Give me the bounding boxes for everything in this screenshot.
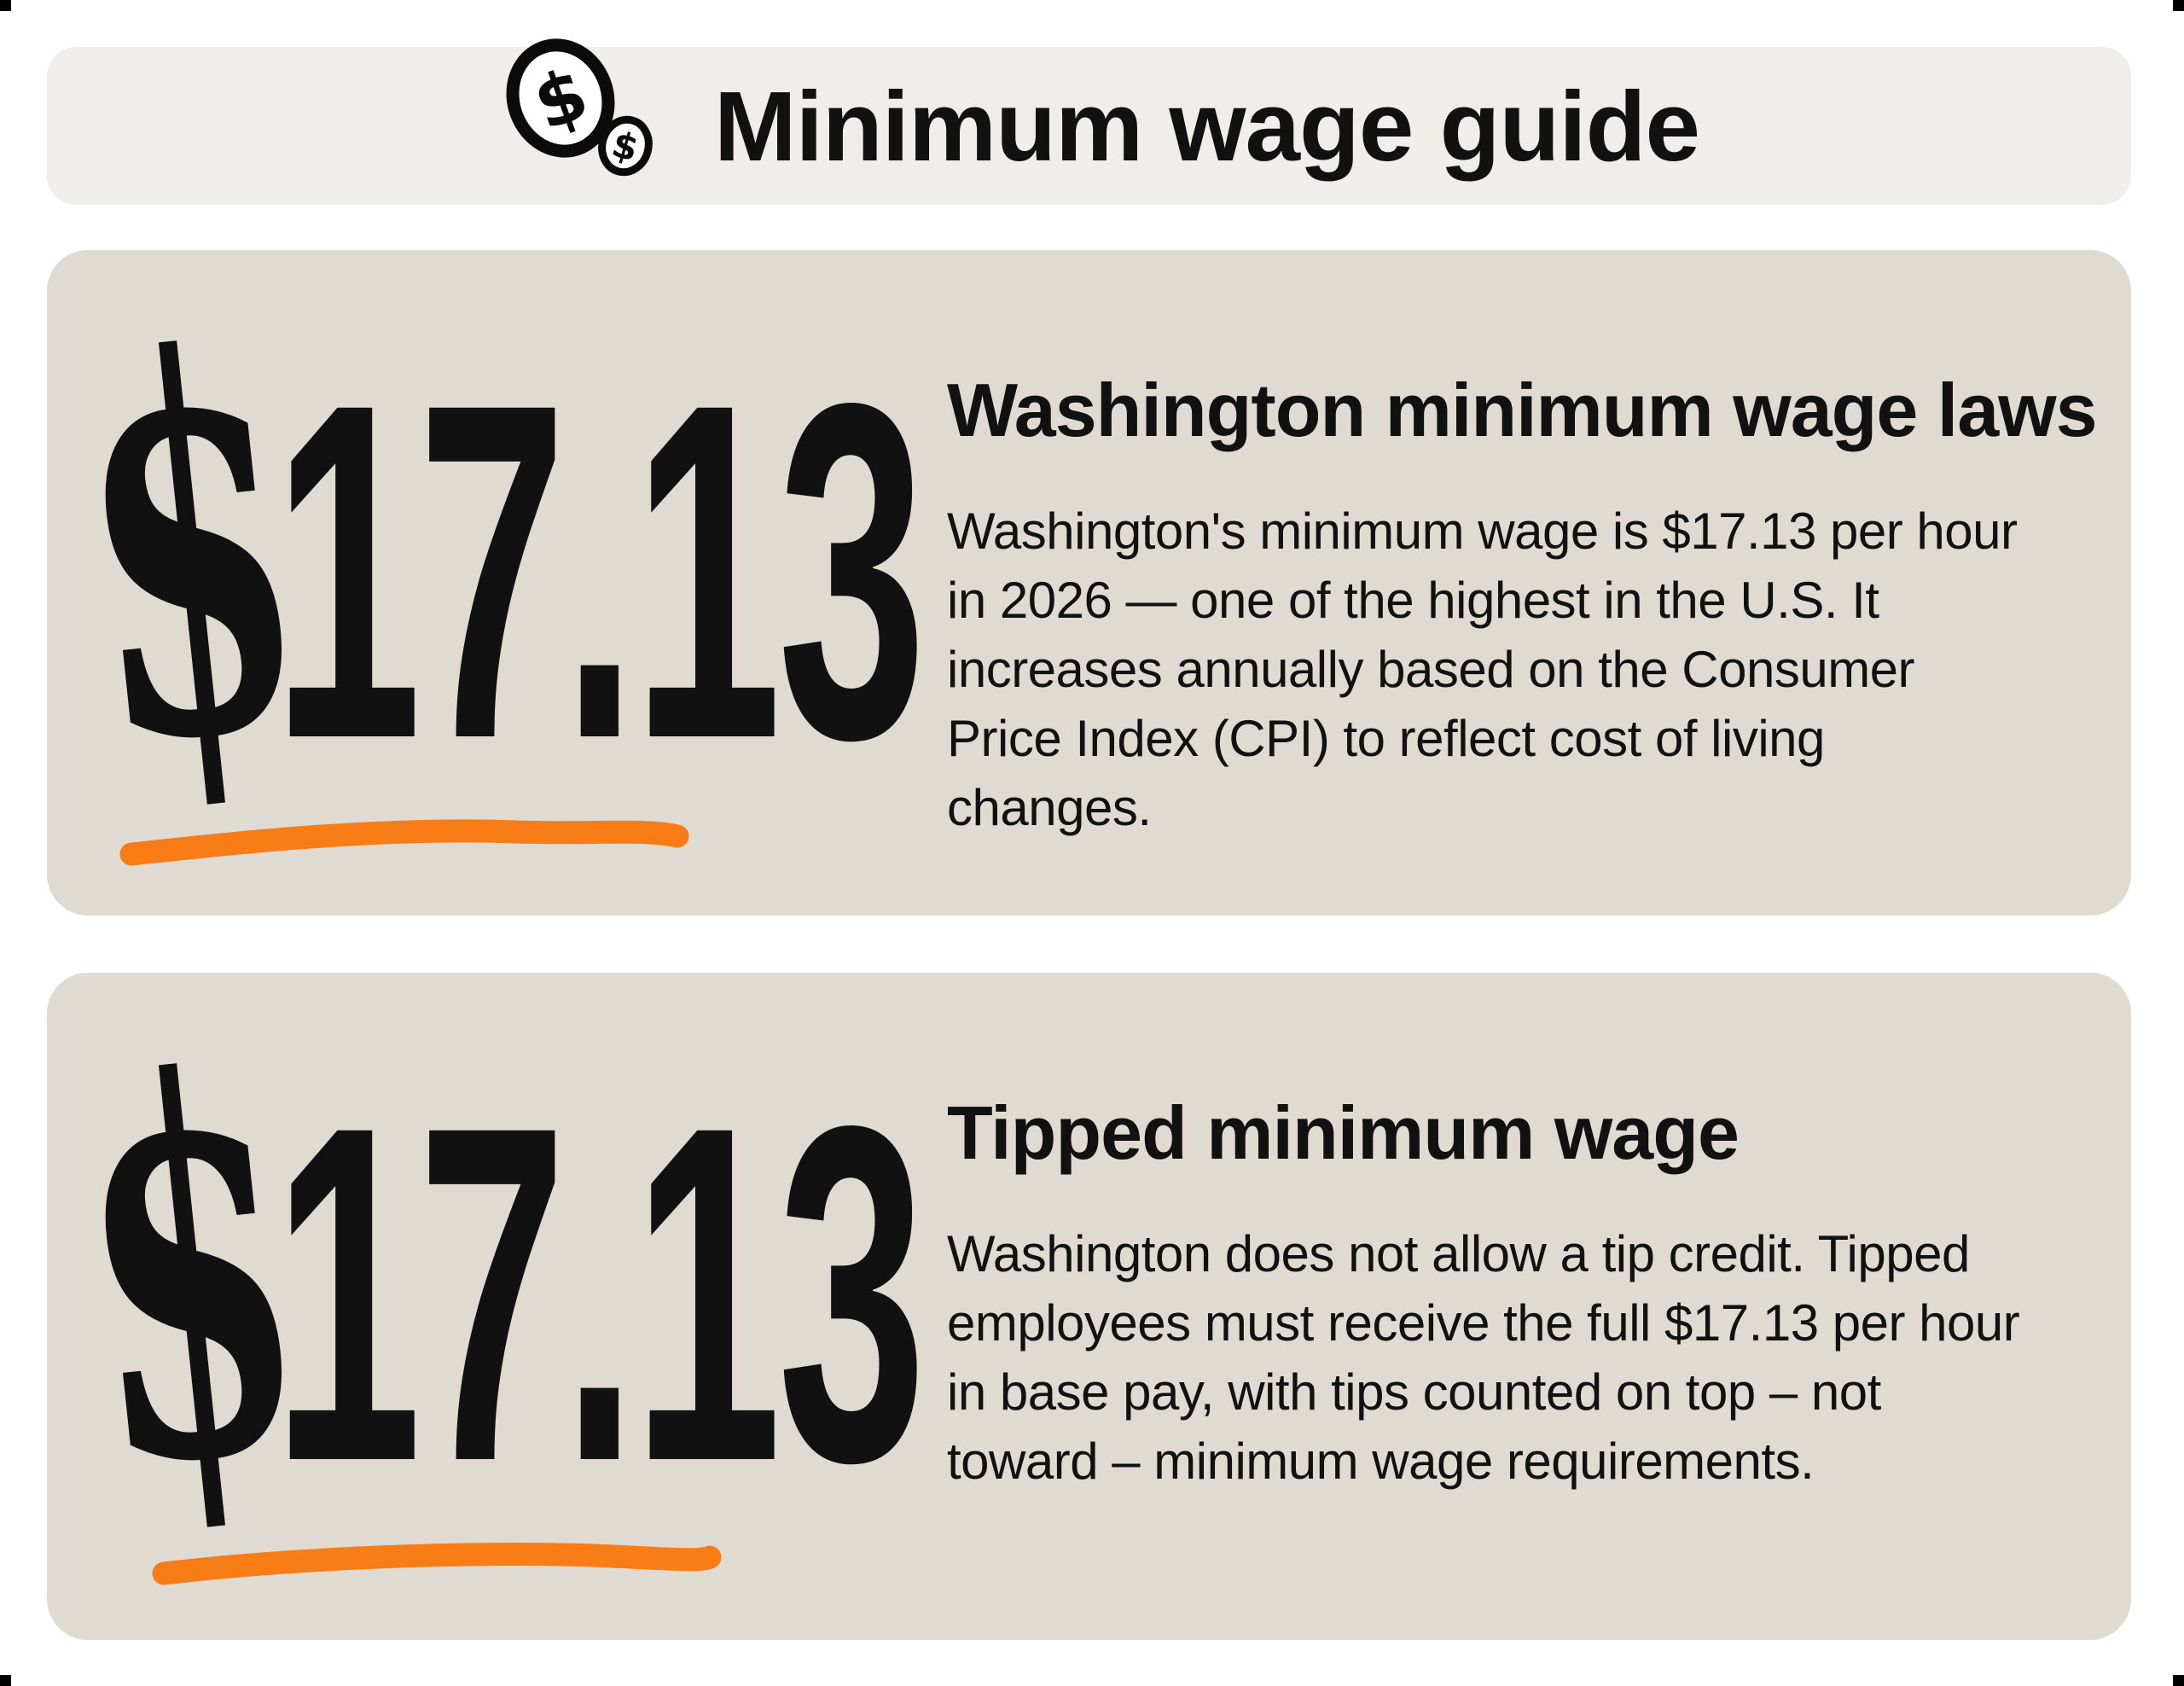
- card-body: Washington does not allow a tip credit. …: [947, 1219, 2059, 1496]
- body-line: Washington does not allow a tip credit. …: [947, 1224, 1970, 1282]
- dollar-coins-icon: $ $: [506, 38, 653, 176]
- body-line: Price Index (CPI) to reflect cost of liv…: [947, 709, 1825, 767]
- orange-underline: [152, 1543, 722, 1585]
- header: $ $ Minimum wage guide: [47, 38, 2131, 205]
- body-line: increases annually based on the Consumer: [947, 640, 1915, 698]
- corner-mark-top-left: [0, 0, 11, 11]
- card-state-minimum-wage: $17.13 Washington minimum wage laws Wash…: [47, 240, 2131, 916]
- card-heading: Washington minimum wage laws: [947, 368, 2098, 452]
- orange-underline: [119, 819, 689, 866]
- text-column: Tipped minimum wage Washington does not …: [947, 973, 2059, 1640]
- card-body: Washington's minimum wage is $17.13 per …: [947, 497, 2097, 842]
- body-line: Washington's minimum wage is $17.13 per …: [947, 502, 2018, 560]
- card-tipped-minimum-wage: $17.13 Tipped minimum wage Washington do…: [47, 962, 2131, 1640]
- corner-mark-top-right: [2173, 0, 2184, 11]
- wage-amount: $17.13: [53, 240, 947, 860]
- wage-amount: $17.13: [53, 962, 947, 1583]
- card-heading: Tipped minimum wage: [947, 1090, 1740, 1175]
- body-line: toward – minimum wage requirements.: [947, 1432, 1815, 1490]
- body-line: in 2026 — one of the highest in the U.S.…: [947, 571, 1879, 629]
- body-line: employees must receive the full $17.13 p…: [947, 1294, 2020, 1352]
- dollar-symbol: $: [52, 240, 328, 861]
- wage-amount-value: 17.13: [273, 304, 926, 838]
- page-title: Minimum wage guide: [714, 70, 1700, 182]
- corner-mark-bottom-right: [2173, 1675, 2184, 1686]
- amount-column: $17.13: [53, 962, 947, 1640]
- amount-column: $17.13: [53, 240, 947, 916]
- text-column: Washington minimum wage laws Washington'…: [947, 250, 2098, 916]
- dollar-symbol: $: [52, 962, 328, 1584]
- wage-amount-value: 17.13: [273, 1026, 926, 1561]
- body-line: in base pay, with tips counted on top – …: [947, 1363, 1881, 1421]
- corner-mark-bottom-left: [0, 1675, 11, 1686]
- body-line: changes.: [947, 778, 1152, 836]
